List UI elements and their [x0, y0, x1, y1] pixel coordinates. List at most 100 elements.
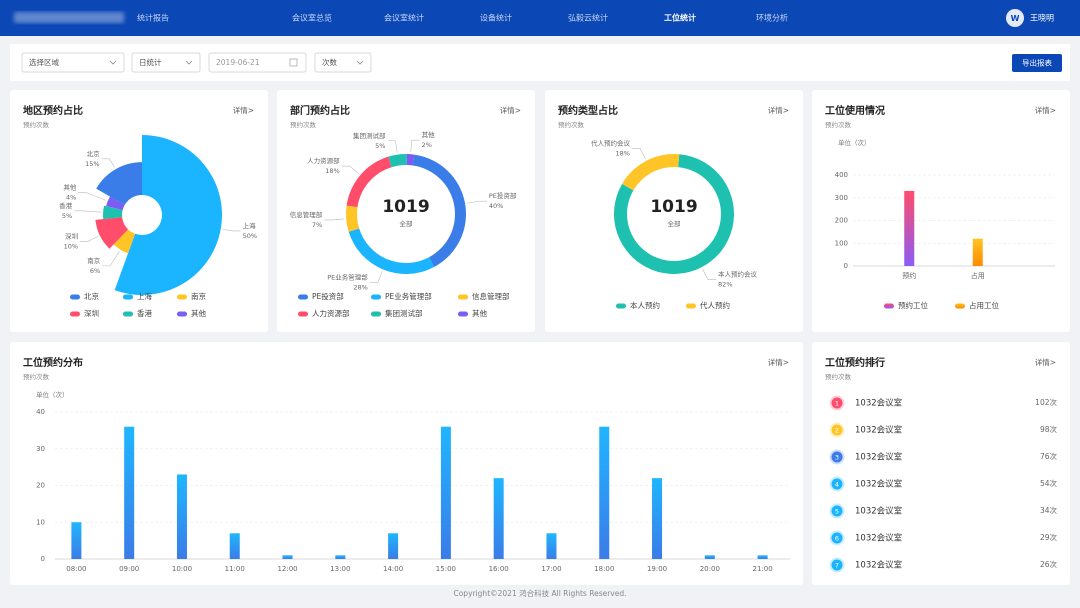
rank-number: 2 [835, 427, 839, 435]
pie-slice [406, 154, 415, 166]
bar [71, 522, 82, 559]
slice-value: 15% [85, 160, 99, 168]
pie-slice [412, 154, 467, 267]
select-box[interactable] [21, 52, 125, 73]
user-name[interactable]: 王晓明 [1030, 13, 1054, 23]
select-text: 日统计 [139, 57, 162, 67]
slice-value: 40% [489, 202, 503, 210]
bar [972, 238, 983, 266]
card-subtitle: 预约次数 [290, 120, 317, 129]
pie-slice [348, 228, 435, 274]
calendar-icon [289, 58, 298, 67]
nav-item[interactable]: 环境分析 [756, 13, 788, 23]
select-caret [356, 60, 364, 65]
x-tick-label: 09:00 [119, 565, 139, 573]
export-text: 导出报表 [1022, 58, 1052, 68]
slice-label: 香港 [59, 201, 73, 210]
legend-label: PE投资部 [312, 291, 344, 301]
slice-label: 人力资源部 [307, 156, 340, 165]
select-box[interactable] [208, 52, 307, 73]
rank-count: 34次 [1040, 505, 1058, 515]
slice-label: 深圳 [65, 231, 78, 240]
nav-item[interactable]: 设备统计 [480, 13, 512, 23]
nav-item[interactable]: 弘毅云统计 [568, 13, 608, 23]
legend-swatch [298, 294, 308, 300]
detail-link[interactable]: 详情> [1035, 105, 1056, 115]
rank-count: 76次 [1040, 451, 1058, 461]
x-tick-label: 预约 [902, 271, 916, 280]
card [812, 342, 1070, 585]
bar [176, 474, 187, 559]
y-tick-label: 200 [835, 217, 848, 225]
select-text: 2019-06-21 [216, 58, 260, 67]
avatar-letter: W [1011, 14, 1020, 23]
y-tick-label: 100 [835, 239, 848, 247]
slice-label: 集团测试部 [353, 131, 386, 140]
slice-value: 4% [66, 194, 76, 202]
rank-badge [831, 478, 843, 490]
select-text: 选择区域 [29, 57, 59, 67]
x-tick-label: 10:00 [172, 565, 192, 573]
x-tick-label: 13:00 [330, 565, 350, 573]
slice-label: PE业务管理部 [327, 272, 368, 281]
slice-label: 代人预约会议 [591, 138, 631, 147]
rank-badge [831, 559, 843, 571]
card-subtitle: 预约次数 [825, 372, 852, 381]
center-value: 1019 [650, 197, 697, 217]
legend-swatch [955, 303, 965, 309]
bar [124, 426, 135, 559]
x-tick-label: 占用 [971, 271, 985, 280]
rank-count: 29次 [1040, 532, 1058, 542]
detail-link[interactable]: 详情> [768, 357, 789, 367]
brand: 统计报告 [137, 13, 169, 23]
rank-name: 1032会议室 [855, 398, 903, 409]
leader-line [631, 148, 646, 160]
legend-label: 北京 [84, 291, 99, 301]
export-button[interactable] [1012, 54, 1062, 72]
rank-badge [831, 505, 843, 517]
legend-label: 上海 [137, 291, 152, 301]
nav-item[interactable]: 工位统计 [664, 13, 696, 23]
rank-name: 1032会议室 [855, 452, 903, 463]
top-bar [0, 0, 1080, 36]
detail-link[interactable]: 详情> [1035, 357, 1056, 367]
rank-name: 1032会议室 [855, 533, 903, 544]
rank-name: 1032会议室 [855, 560, 903, 571]
leader-line [78, 192, 106, 201]
nav-item[interactable]: 会议室统计 [384, 13, 424, 23]
detail-link[interactable]: 详情> [768, 105, 789, 115]
pie-slice [113, 229, 136, 254]
detail-link[interactable]: 详情> [233, 105, 254, 115]
slice-label: 其他 [63, 183, 77, 192]
card-title: 预约类型占比 [558, 104, 618, 117]
nav-item[interactable]: 会议室总览 [292, 13, 332, 23]
bar [388, 533, 399, 559]
legend-swatch [298, 311, 308, 317]
rank-number: 6 [835, 535, 839, 543]
bar [546, 533, 557, 559]
rank-name: 1032会议室 [855, 425, 903, 436]
select-caret [185, 60, 193, 65]
center-label: 全部 [668, 219, 682, 228]
legend-swatch [177, 311, 187, 317]
bar [440, 426, 451, 559]
slice-label: 本人预约会议 [718, 270, 758, 279]
rank-badge [831, 451, 843, 463]
detail-link[interactable]: 详情> [500, 105, 521, 115]
leader-line [80, 236, 99, 242]
card-subtitle: 预约次数 [23, 120, 50, 129]
select-caret [109, 60, 117, 65]
select-box[interactable] [131, 52, 201, 73]
select-text: 次数 [322, 57, 337, 67]
slice-value: 7% [312, 221, 322, 229]
select-box[interactable] [314, 52, 372, 73]
legend-swatch [123, 311, 133, 317]
bar [652, 478, 663, 559]
rank-number: 4 [835, 481, 839, 489]
x-tick-label: 16:00 [489, 565, 509, 573]
y-tick-label: 400 [835, 171, 848, 179]
legend-label: 集团测试部 [385, 308, 423, 318]
rank-name: 1032会议室 [855, 506, 903, 517]
card-title: 工位使用情况 [825, 104, 885, 117]
